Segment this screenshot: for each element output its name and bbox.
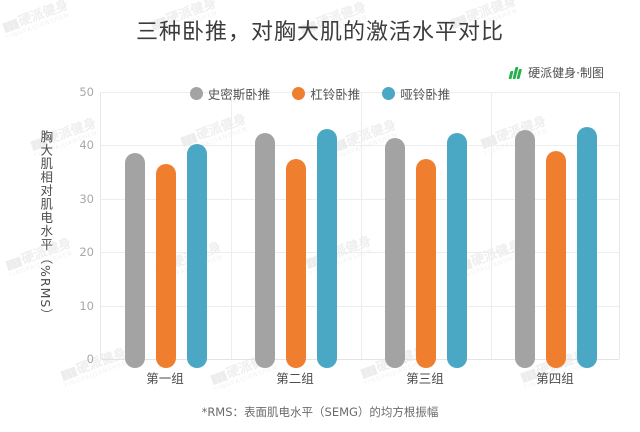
y-tick-label: 0 xyxy=(86,352,94,366)
bar[interactable] xyxy=(317,129,337,368)
y-axis-title: 胸大肌相对肌电水平（%RMS） xyxy=(38,129,54,322)
bar[interactable] xyxy=(255,133,275,368)
y-tick-label: 30 xyxy=(79,191,94,206)
gridline xyxy=(101,198,619,200)
bar[interactable] xyxy=(385,138,405,368)
group-separator xyxy=(491,92,492,359)
hardfitness-logo-icon xyxy=(508,66,526,79)
legend-swatch-icon xyxy=(189,87,203,100)
bar[interactable] xyxy=(577,127,597,368)
gridline xyxy=(101,359,619,360)
chart-legend: 史密斯卧推 杠铃卧推 哑铃卧推 xyxy=(0,84,640,103)
legend-swatch-icon xyxy=(382,87,396,100)
legend-swatch-icon xyxy=(292,87,306,100)
x-tick-label: 第四组 xyxy=(536,371,574,386)
y-axis-tick-labels: 0 10 20 30 40 50 xyxy=(62,85,94,366)
legend-item[interactable]: 哑铃卧推 xyxy=(382,84,450,103)
y-tick-label: 40 xyxy=(79,138,94,153)
bar-group xyxy=(231,92,361,368)
chart-title: 三种卧推，对胸大肌的激活水平对比 xyxy=(135,20,504,45)
bar[interactable] xyxy=(125,152,145,368)
group-separator xyxy=(231,92,232,359)
legend-label: 杠铃卧推 xyxy=(310,87,361,102)
bar[interactable] xyxy=(187,143,207,368)
plot-area xyxy=(100,92,621,368)
y-tick-label: 20 xyxy=(79,245,94,260)
x-tick-label: 第二组 xyxy=(276,371,314,386)
bar-group xyxy=(491,92,621,368)
credit-text: 硬派健身·制图 xyxy=(528,66,604,80)
gridline xyxy=(101,145,619,147)
chart-footnote: *RMS：表面肌电水平（SEMG）的均方根振幅 xyxy=(201,405,439,419)
group-separator xyxy=(361,92,362,359)
bar[interactable] xyxy=(546,151,566,368)
legend-item[interactable]: 史密斯卧推 xyxy=(189,84,271,103)
bar-group xyxy=(101,92,231,368)
legend-label: 史密斯卧推 xyxy=(207,87,271,102)
bar[interactable] xyxy=(286,158,306,368)
bar[interactable] xyxy=(515,130,535,368)
bar[interactable] xyxy=(447,132,467,368)
legend-item[interactable]: 杠铃卧推 xyxy=(292,84,360,103)
x-tick-label: 第一组 xyxy=(146,371,184,386)
gridline xyxy=(101,252,619,254)
bar[interactable] xyxy=(156,164,176,368)
y-tick-label: 50 xyxy=(79,85,94,99)
bar[interactable] xyxy=(416,158,436,368)
bar-group xyxy=(361,92,491,368)
x-tick-label: 第三组 xyxy=(406,371,444,386)
legend-label: 哑铃卧推 xyxy=(400,87,451,102)
gridline xyxy=(101,92,619,93)
y-tick-label: 10 xyxy=(79,298,94,313)
gridline xyxy=(101,305,619,307)
x-axis-tick-labels: 第一组 第二组 第三组 第四组 xyxy=(100,368,620,388)
credit-attribution: 硬派健身·制图 xyxy=(508,64,604,81)
